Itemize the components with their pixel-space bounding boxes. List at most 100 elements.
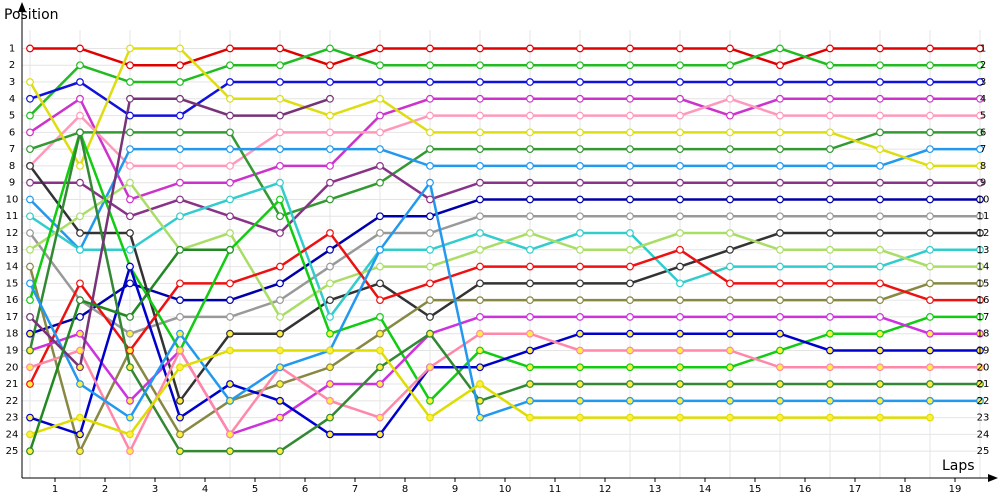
y-tick-label-right: 10 [977,194,990,205]
point [726,128,734,137]
point [676,145,684,154]
point [526,111,534,120]
point [826,195,834,204]
point [626,229,634,237]
point [476,94,484,103]
point [526,329,534,338]
x-tick-label: 9 [452,484,458,495]
point [126,94,134,103]
point [726,94,734,103]
x-tick-label: 13 [649,484,662,495]
point [326,145,334,154]
point [726,296,734,305]
point [276,447,284,456]
point [276,413,284,422]
y-tick-label-right: 20 [977,362,990,373]
point [676,195,684,204]
point [926,279,934,288]
point [426,145,434,154]
point [726,78,734,86]
y-tick-label-right: 8 [980,161,986,172]
point [976,145,984,154]
y-tick-label-right: 24 [977,429,990,440]
point [976,296,984,305]
x-axis-title: Laps [942,458,975,474]
point [926,229,934,237]
y-tick-label-right: 16 [977,295,990,306]
point [676,162,684,170]
point [876,128,884,137]
point [26,212,34,221]
point [776,380,784,388]
y-tick-label: 11 [6,211,19,222]
point [876,279,884,288]
point [26,413,34,422]
y-tick-label-right: 14 [977,262,990,273]
point [276,162,284,170]
point [726,111,734,120]
point [176,329,184,338]
point [726,396,734,405]
point [826,296,834,305]
point [876,195,884,204]
point [926,380,934,388]
point [176,111,184,120]
point [976,262,984,271]
point [726,195,734,204]
point [26,128,34,137]
point [676,296,684,305]
point [426,313,434,321]
y-tick-label-right: 22 [977,396,990,407]
point [776,61,784,70]
point [126,363,134,372]
point [276,61,284,70]
point [376,94,384,103]
x-tick-label: 16 [799,484,812,495]
point [26,363,34,372]
point [926,396,934,405]
point [326,245,334,254]
point [526,178,534,187]
point [676,178,684,187]
point [826,380,834,388]
point [876,346,884,355]
point [326,94,334,103]
point [576,212,584,221]
point [476,363,484,372]
y-tick-label: 3 [9,77,15,88]
point [276,279,284,288]
point [676,396,684,405]
point [776,262,784,271]
point [576,413,584,422]
point [326,296,334,305]
point [726,380,734,388]
point [176,447,184,456]
point [726,178,734,187]
point [476,229,484,237]
point [476,296,484,305]
point [776,413,784,422]
point [526,128,534,137]
point [926,178,934,187]
point [626,396,634,405]
series-line [29,96,980,201]
point [226,178,234,187]
point [376,61,384,70]
x-axis-arrow [988,474,998,482]
point [576,145,584,154]
point [376,380,384,388]
point [876,229,884,237]
point [176,296,184,305]
point [576,296,584,305]
point [226,279,234,288]
y-tick-label-right: 18 [977,329,990,340]
point [976,162,984,170]
x-tick-label: 2 [102,484,108,495]
point [76,313,84,321]
point [676,380,684,388]
y-tick-label: 5 [9,111,15,122]
point [626,78,634,86]
point [76,447,84,456]
point [526,195,534,204]
point [876,178,884,187]
